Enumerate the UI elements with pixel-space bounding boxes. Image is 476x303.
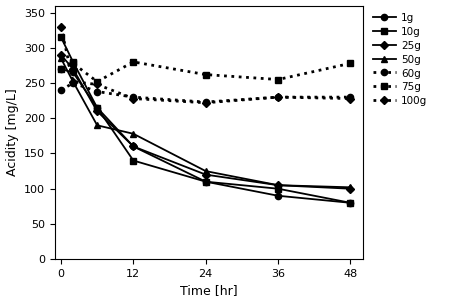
Line: 1g: 1g [58, 66, 353, 206]
60g [275, 95, 280, 99]
100g [94, 83, 100, 86]
10g [70, 60, 76, 64]
50g [94, 124, 100, 127]
1g [202, 180, 208, 184]
Line: 25g: 25g [58, 52, 353, 192]
50g [275, 183, 280, 187]
100g [275, 95, 280, 99]
1g [347, 201, 353, 205]
100g [347, 97, 353, 100]
10g [347, 201, 353, 205]
100g [130, 97, 136, 100]
75g [130, 60, 136, 64]
60g [347, 95, 353, 99]
25g [94, 109, 100, 113]
60g [94, 90, 100, 93]
25g [70, 67, 76, 71]
25g [130, 145, 136, 148]
Legend: 1g, 10g, 25g, 50g, 60g, 75g, 100g: 1g, 10g, 25g, 50g, 60g, 75g, 100g [370, 11, 428, 108]
100g [70, 80, 76, 83]
25g [58, 53, 64, 57]
Line: 100g: 100g [58, 24, 353, 106]
100g [202, 101, 208, 105]
50g [347, 185, 353, 189]
60g [202, 100, 208, 104]
60g [130, 95, 136, 99]
75g [70, 62, 76, 65]
10g [58, 35, 64, 39]
75g [202, 73, 208, 76]
50g [58, 57, 64, 60]
50g [70, 80, 76, 83]
1g [70, 71, 76, 74]
75g [275, 78, 280, 81]
60g [70, 81, 76, 85]
50g [202, 169, 208, 173]
Line: 10g: 10g [58, 34, 353, 206]
75g [94, 80, 100, 83]
25g [202, 173, 208, 176]
25g [275, 183, 280, 187]
1g [275, 194, 280, 198]
75g [58, 67, 64, 71]
100g [58, 25, 64, 28]
25g [347, 187, 353, 191]
10g [94, 106, 100, 109]
10g [130, 159, 136, 162]
1g [130, 145, 136, 148]
1g [58, 67, 64, 71]
1g [94, 106, 100, 109]
X-axis label: Time [hr]: Time [hr] [179, 285, 237, 298]
10g [275, 187, 280, 191]
50g [130, 132, 136, 135]
10g [202, 180, 208, 184]
Y-axis label: Acidity [mg/L]: Acidity [mg/L] [6, 88, 19, 176]
75g [347, 62, 353, 65]
Line: 50g: 50g [58, 55, 353, 190]
60g [58, 88, 64, 92]
Line: 60g: 60g [58, 80, 353, 105]
Line: 75g: 75g [58, 59, 353, 85]
